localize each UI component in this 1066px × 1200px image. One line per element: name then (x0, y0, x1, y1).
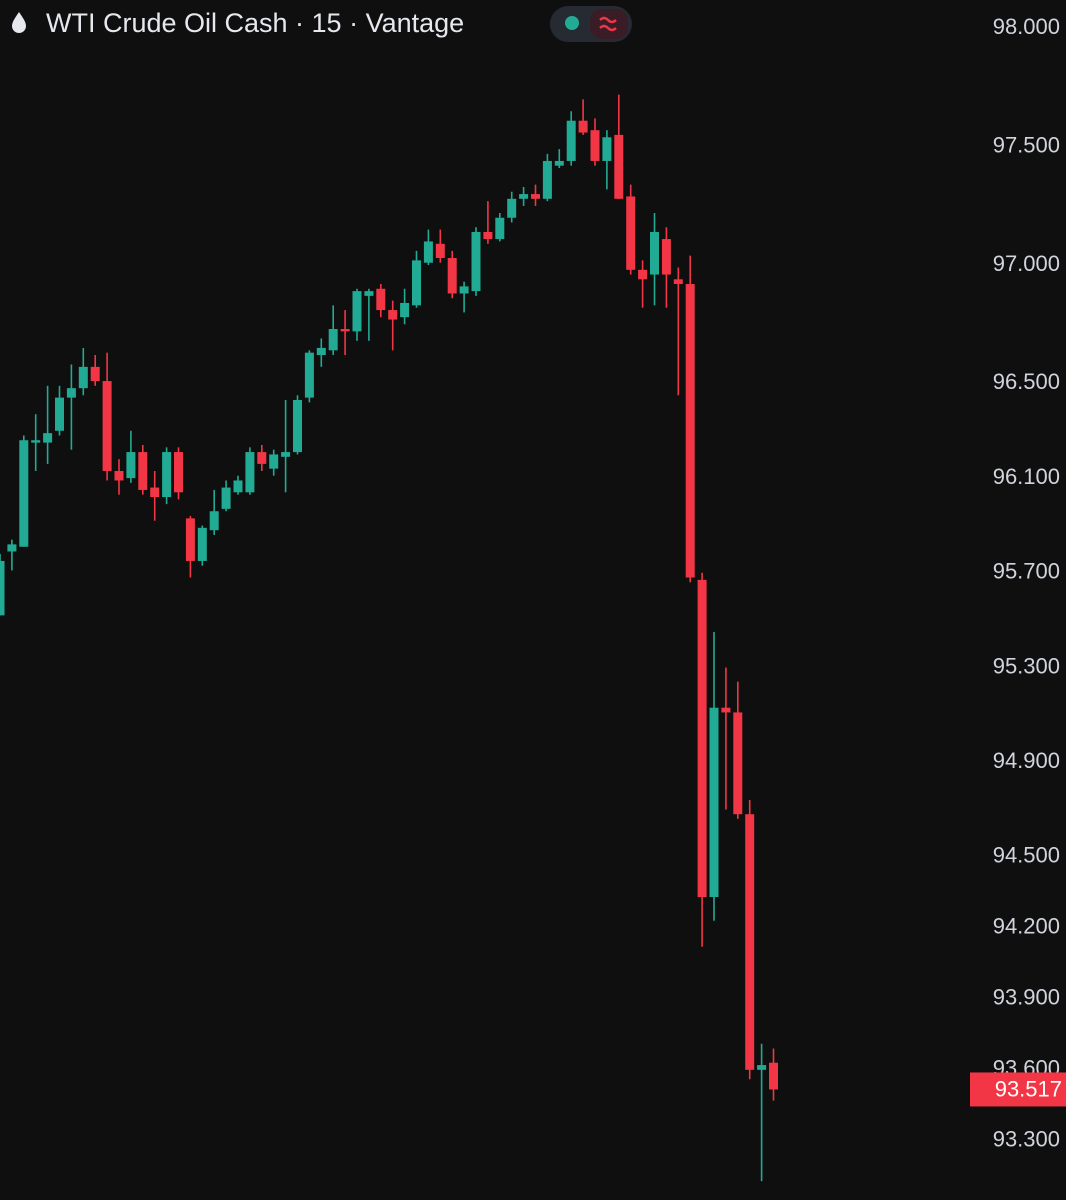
candle-body (769, 1062, 778, 1090)
candle-body (43, 433, 53, 443)
candle-body (507, 198, 517, 218)
candle-body (566, 120, 576, 161)
candle-body (650, 231, 659, 275)
y-tick-label: 94.900 (993, 748, 1060, 773)
candle-body (245, 452, 255, 493)
candle-body (542, 160, 552, 199)
candle-body (745, 814, 755, 1070)
candle-body (661, 239, 671, 275)
candle-body (614, 134, 624, 199)
candle-body (66, 388, 76, 398)
candle-body (78, 366, 88, 389)
candle-body (638, 269, 648, 280)
candle-body (304, 352, 314, 398)
last-price-label: 93.517 (995, 1076, 1062, 1101)
y-tick-label: 96.100 (993, 464, 1060, 489)
candle-body (233, 480, 243, 493)
candle-body (709, 707, 719, 898)
candle-body (0, 560, 5, 616)
candle-body (757, 1065, 767, 1070)
candle-body (400, 302, 410, 318)
legend-bar: WTI Crude Oil Cash · 15 · Vantage (0, 2, 640, 44)
candle-body (150, 487, 160, 498)
price-axis: 98.000 97.500 97.000 96.500 96.100 95.700 95.3… (970, 14, 1066, 1152)
candle-body (221, 487, 231, 509)
candle-body (185, 518, 195, 561)
candle-body (447, 257, 457, 294)
candle-body (626, 196, 636, 270)
candle-body (721, 707, 731, 713)
y-tick-label: 93.300 (993, 1127, 1060, 1152)
candle-body (412, 260, 421, 306)
y-tick-label: 95.300 (993, 653, 1060, 678)
symbol-icon (12, 12, 26, 33)
y-tick-label: 98.000 (993, 14, 1060, 39)
legend-background (0, 2, 640, 44)
candle-body (7, 544, 17, 552)
last-price-box (970, 1072, 1066, 1107)
y-tick-label: 97.500 (993, 133, 1060, 158)
candle-body (483, 231, 493, 240)
candle-body (340, 328, 350, 332)
candle-body (388, 310, 398, 320)
candle-body (293, 400, 302, 453)
candle-body (352, 291, 362, 332)
candle-body (257, 452, 267, 464)
candle-body (435, 243, 445, 258)
candle-body (602, 137, 612, 161)
candle-body (685, 284, 695, 578)
y-tick-label: 94.500 (993, 843, 1060, 868)
y-tick-label: 93.900 (993, 985, 1060, 1010)
candle-body (554, 160, 564, 166)
market-open-dot (565, 16, 579, 30)
candle-body (19, 440, 29, 547)
chart-title: WTI Crude Oil Cash · 15 · Vantage (46, 8, 464, 38)
candle-body (590, 130, 600, 161)
candle-body (174, 452, 183, 493)
y-tick-label: 97.000 (993, 251, 1060, 276)
candle-body (209, 511, 219, 531)
candle-body (376, 288, 386, 311)
candle-body (459, 286, 469, 294)
candle-body (495, 217, 505, 240)
candle-body (126, 452, 136, 479)
candle-body (578, 120, 588, 133)
candle-body (269, 454, 279, 469)
candle-body (423, 241, 433, 263)
candle-body (673, 279, 683, 285)
candle-body (138, 452, 148, 490)
candle-body (102, 381, 112, 472)
delay-icon (599, 16, 617, 32)
candle-body (697, 579, 707, 898)
candle-body (90, 366, 100, 382)
y-tick-label: 94.200 (993, 914, 1060, 939)
candle-body (55, 397, 64, 431)
delay-badge (590, 9, 628, 39)
candle-body (531, 194, 540, 199)
candle-body (471, 231, 481, 292)
y-tick-label: 96.500 (993, 369, 1060, 394)
candle-body (197, 527, 207, 561)
candle-body (162, 452, 172, 498)
candle-body (281, 452, 291, 457)
candle-body (31, 440, 41, 443)
candle-body (733, 712, 743, 815)
y-tick-label: 95.700 (993, 559, 1060, 584)
candle-body (328, 328, 338, 351)
candle-body (519, 194, 529, 199)
candle-body (364, 291, 374, 296)
candles (0, 94, 778, 1182)
candle-body (316, 347, 326, 356)
candle-body (114, 471, 124, 481)
